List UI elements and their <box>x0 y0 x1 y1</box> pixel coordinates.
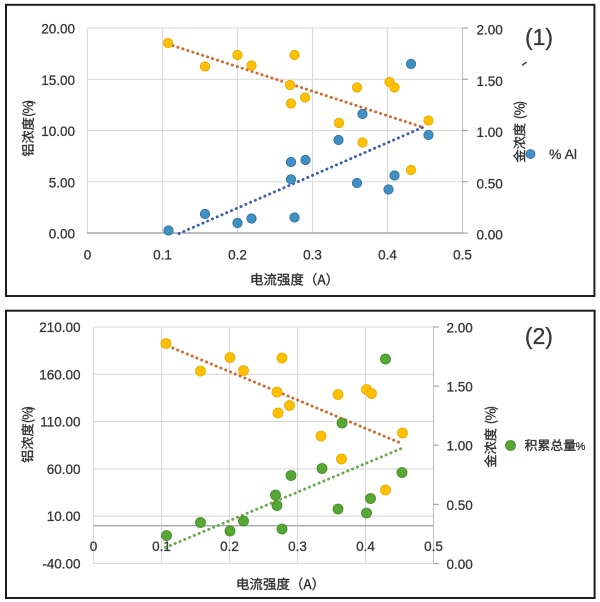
svg-text:%: % <box>576 441 586 453</box>
svg-text:0.5: 0.5 <box>453 247 472 262</box>
svg-text:60.00: 60.00 <box>47 462 81 477</box>
svg-text:0: 0 <box>84 247 92 262</box>
svg-text:(2): (2) <box>525 323 553 349</box>
svg-text:0: 0 <box>90 539 98 554</box>
svg-text:% Al: % Al <box>549 146 577 162</box>
svg-text:(1): (1) <box>525 24 553 50</box>
svg-text:1.00: 1.00 <box>447 439 473 454</box>
svg-text:0.2: 0.2 <box>228 247 247 262</box>
svg-text:0.3: 0.3 <box>303 247 322 262</box>
svg-text:-40.00: -40.00 <box>42 557 80 572</box>
svg-text:20.00: 20.00 <box>41 22 75 37</box>
svg-text:5.00: 5.00 <box>49 175 75 190</box>
svg-text:0.00: 0.00 <box>447 557 473 572</box>
svg-text:10.00: 10.00 <box>47 509 81 524</box>
svg-text:1.00: 1.00 <box>477 125 503 140</box>
svg-text:2.00: 2.00 <box>447 320 473 335</box>
svg-text:160.00: 160.00 <box>39 367 80 382</box>
svg-text:0.4: 0.4 <box>378 247 397 262</box>
svg-text:1.50: 1.50 <box>477 74 503 89</box>
svg-text:0.2: 0.2 <box>220 539 239 554</box>
svg-text:0.5: 0.5 <box>424 539 443 554</box>
svg-text:0.4: 0.4 <box>356 539 375 554</box>
svg-text:0.1: 0.1 <box>153 247 172 262</box>
svg-text:110.00: 110.00 <box>40 415 80 430</box>
svg-text:15.00: 15.00 <box>41 73 75 88</box>
svg-text:0.50: 0.50 <box>477 176 503 191</box>
svg-text:210.00: 210.00 <box>39 320 80 335</box>
svg-text:0.3: 0.3 <box>288 539 307 554</box>
svg-text:2.00: 2.00 <box>477 23 503 38</box>
svg-text:0.00: 0.00 <box>477 228 503 243</box>
svg-text:0.1: 0.1 <box>152 539 171 554</box>
svg-text:0.00: 0.00 <box>49 227 75 242</box>
svg-text:0.50: 0.50 <box>447 498 473 513</box>
svg-text:1.50: 1.50 <box>447 380 473 395</box>
svg-text:10.00: 10.00 <box>41 124 75 139</box>
